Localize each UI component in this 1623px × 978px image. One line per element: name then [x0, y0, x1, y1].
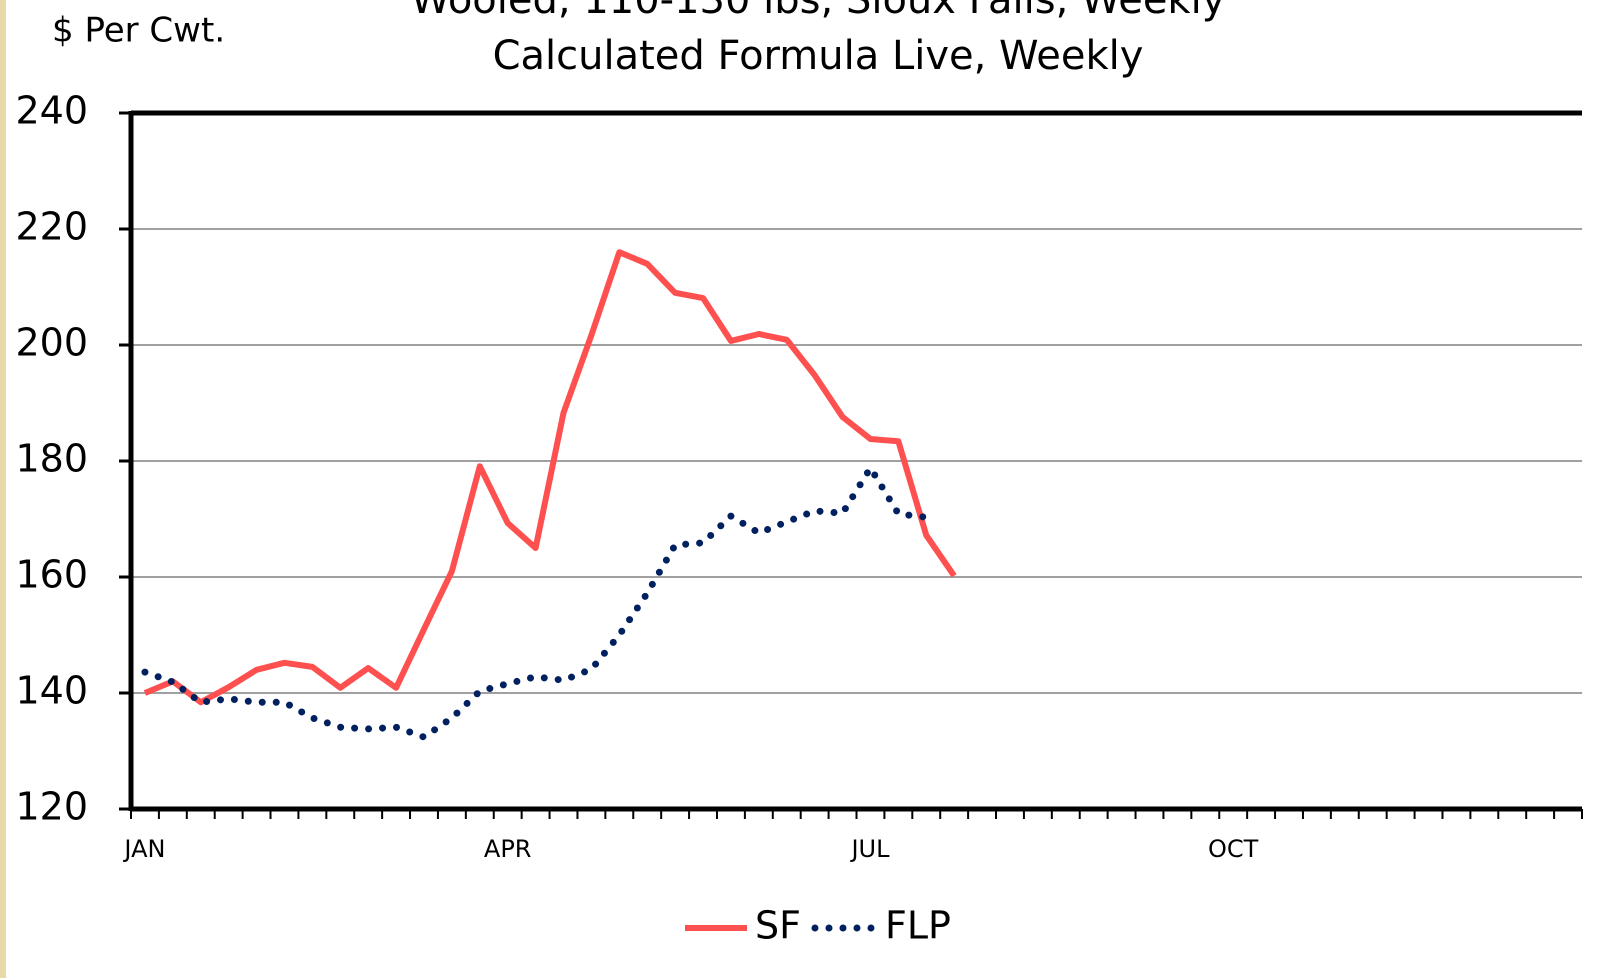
legend-label: FLP — [885, 904, 951, 948]
y-tick-label: 160 — [15, 553, 88, 597]
chart-title: Wooled, 110-130 lbs, Sioux Falls, Weekly — [411, 0, 1226, 23]
series-line — [141, 461, 930, 741]
x-tick-label: JAN — [122, 835, 165, 863]
y-tick-label: 200 — [15, 321, 88, 365]
chart-subtitle: Calculated Formula Live, Weekly — [493, 33, 1144, 79]
y-tick-label: 220 — [15, 205, 88, 249]
legend-label: SF — [755, 904, 801, 948]
y-tick-label: 240 — [15, 89, 88, 133]
x-tick-label: JUL — [849, 835, 890, 863]
x-tick-label: APR — [484, 835, 532, 863]
series-line — [143, 249, 957, 706]
y-tick-label: 180 — [15, 437, 88, 481]
frame-edge — [0, 0, 6, 978]
y-tick-label: 140 — [15, 669, 88, 713]
y-axis-label: $ Per Cwt. — [52, 11, 225, 51]
y-tick-label: 120 — [15, 785, 88, 829]
x-tick-label: OCT — [1208, 835, 1259, 863]
